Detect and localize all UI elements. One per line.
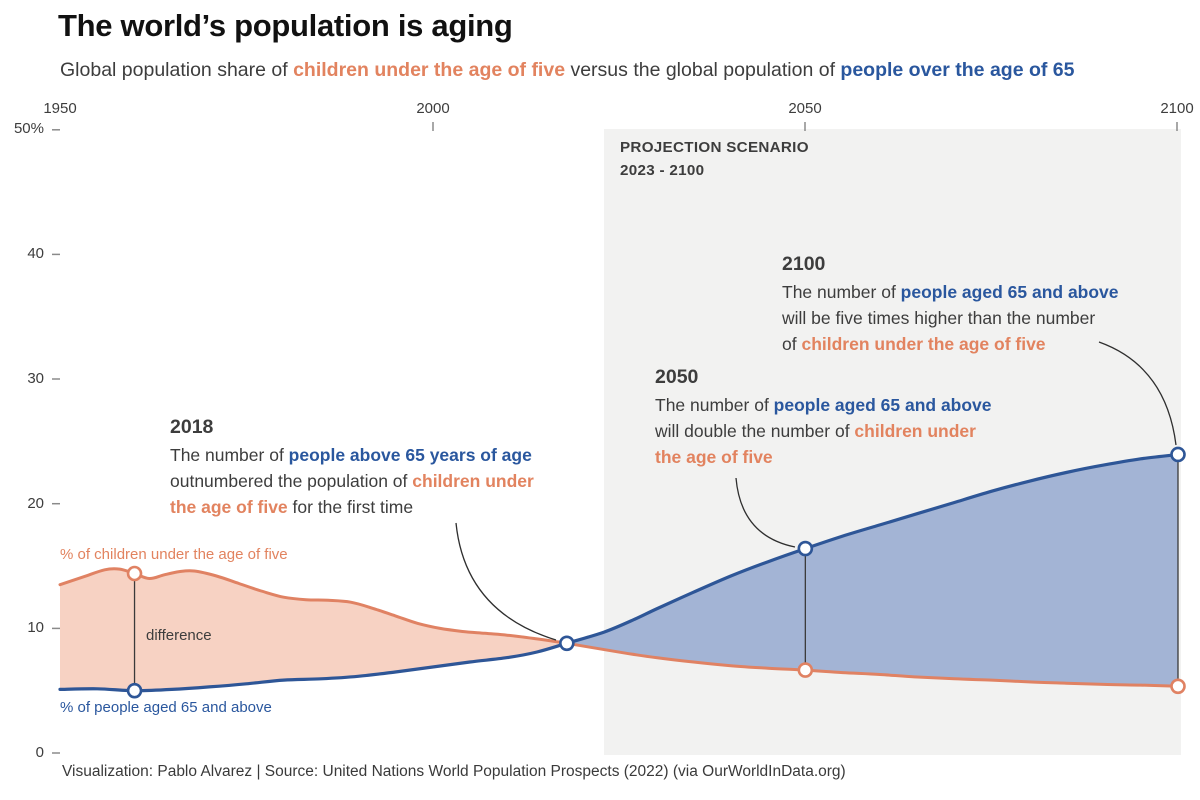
page-title: The world’s population is aging bbox=[58, 8, 513, 43]
text-part-blue: people aged 65 and above bbox=[773, 395, 992, 415]
text-part-plain: Global population share of bbox=[60, 59, 294, 81]
text-part-plain: for the first time bbox=[287, 497, 414, 517]
children-marker-2100 bbox=[1170, 678, 1186, 695]
annotation-2018-year: 2018 bbox=[170, 416, 214, 438]
text-part-plain: will double the number of bbox=[655, 421, 855, 441]
annotation-2050-text: The number of people aged 65 and above wi… bbox=[655, 392, 992, 470]
annotation-2018-connector bbox=[455, 522, 557, 641]
annotation-connectors bbox=[455, 341, 1177, 641]
text-part-orange: children under the age of five bbox=[801, 334, 1046, 354]
annotation-2050-connector bbox=[735, 477, 796, 548]
annotation-2050: 2050 The number of people aged 65 and ab… bbox=[655, 364, 992, 470]
text-part-orange: children under bbox=[854, 421, 976, 441]
x-tick-label-2100: 2100 bbox=[1160, 100, 1194, 117]
text-part-plain: will be five times higher than the numbe… bbox=[782, 308, 1096, 328]
y-tick-label-20: 20 bbox=[27, 495, 44, 512]
children-area-fill bbox=[60, 568, 567, 691]
elderly-marker-1960 bbox=[126, 682, 143, 699]
x-tick-label-2000: 2000 bbox=[416, 100, 450, 117]
axis-tick-marks bbox=[52, 122, 1178, 754]
elderly-marker-2100 bbox=[1170, 446, 1186, 463]
text-part-plain: of bbox=[782, 334, 802, 354]
annotation-2100-connector bbox=[1098, 341, 1177, 446]
y-tick-label-10: 10 bbox=[27, 619, 44, 636]
source-credit: Visualization: Pablo Alvarez | Source: U… bbox=[62, 763, 846, 780]
y-tick-label-40: 40 bbox=[27, 245, 44, 262]
x-tick-label-2050: 2050 bbox=[788, 100, 822, 117]
elderly-line bbox=[58, 452, 1180, 693]
x-tick-label-1950: 1950 bbox=[43, 100, 77, 117]
annotation-2100-year: 2100 bbox=[782, 253, 826, 275]
y-tick-label-0: 0 bbox=[35, 744, 44, 761]
text-part-blue: people aged 65 and above bbox=[900, 282, 1119, 302]
text-part-plain: The number of bbox=[655, 395, 774, 415]
children-line bbox=[58, 567, 1180, 688]
children-series-label: % of children under the age of five bbox=[60, 546, 288, 563]
elderly-marker-2050 bbox=[797, 540, 814, 557]
annotation-2050-year: 2050 bbox=[655, 366, 699, 388]
text-part-orange: children under bbox=[412, 471, 534, 491]
elderly-series-label: % of people aged 65 and above bbox=[60, 699, 272, 716]
series-layer bbox=[58, 446, 1186, 699]
text-part-plain: versus the global population of bbox=[565, 59, 841, 81]
elderly-area-fill bbox=[566, 454, 1178, 687]
subtitle: Global population share of children unde… bbox=[60, 59, 1074, 82]
annotation-2018: 2018 The number of people above 65 years… bbox=[170, 414, 534, 520]
text-part-plain: The number of bbox=[170, 445, 289, 465]
elderly-marker-2018 bbox=[559, 635, 575, 652]
projection-scenario-label: PROJECTION SCENARIO 2023 - 2100 bbox=[620, 137, 809, 182]
children-marker-1960 bbox=[126, 565, 143, 582]
text-part-blue: people above 65 years of age bbox=[288, 445, 532, 465]
text-part-orange: the age of five bbox=[655, 447, 773, 467]
annotation-2100-text: The number of people aged 65 and above wi… bbox=[782, 279, 1119, 357]
y-tick-label-30: 30 bbox=[27, 370, 44, 387]
projection-scenario-line2: 2023 - 2100 bbox=[620, 161, 705, 179]
annotation-2018-text: The number of people above 65 years of a… bbox=[170, 442, 534, 520]
children-marker-2050 bbox=[797, 662, 814, 678]
text-part-orange: children under the age of five bbox=[293, 59, 566, 81]
text-part-plain: outnumbered the population of bbox=[170, 471, 413, 491]
text-part-blue: people over the age of 65 bbox=[840, 59, 1075, 81]
text-part-plain: The number of bbox=[782, 282, 901, 302]
text-part-orange: the age of five bbox=[170, 497, 288, 517]
annotation-2100: 2100 The number of people aged 65 and ab… bbox=[782, 251, 1119, 357]
y-tick-label-50: 50% bbox=[13, 120, 44, 137]
difference-label: difference bbox=[146, 627, 212, 644]
projection-scenario-line1: PROJECTION SCENARIO bbox=[620, 139, 809, 156]
